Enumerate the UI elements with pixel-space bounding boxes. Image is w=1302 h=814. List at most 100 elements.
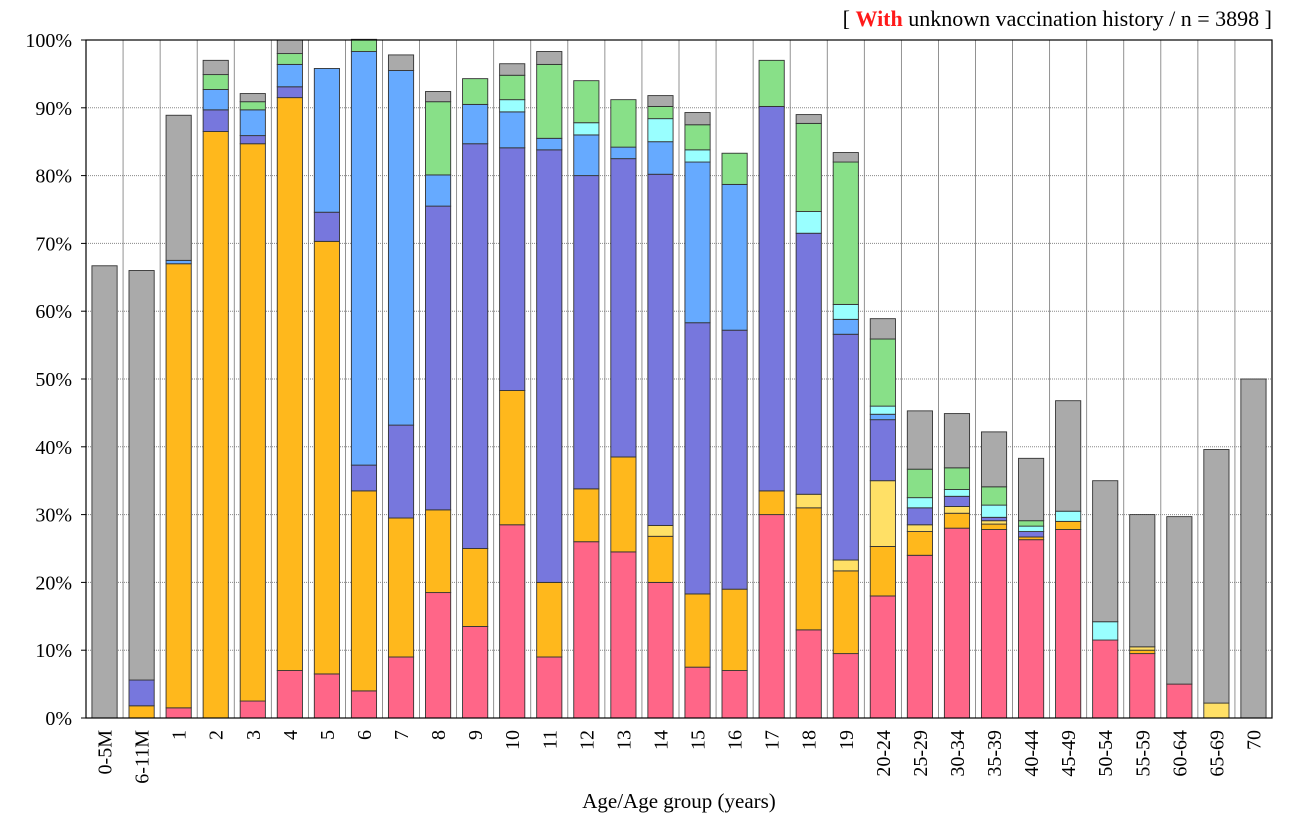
- bar-segment-15-s4: [684, 161, 711, 324]
- bar-segment-0-5M-s7: [91, 265, 118, 719]
- bar-segment-16-s1: [721, 588, 748, 671]
- bar-segment-15-s7: [684, 112, 711, 126]
- bar-segment-14-s3: [647, 173, 674, 526]
- bar-segment-17-s0: [758, 514, 785, 719]
- bar-segment-1-s4: [165, 259, 192, 265]
- bar-segment-5-s0: [313, 673, 340, 719]
- bar-segment-12-s4: [573, 134, 600, 177]
- bars: [91, 38, 1267, 719]
- bar-segment-50-54-s7: [1092, 480, 1119, 623]
- bar-segment-19-s7: [832, 152, 859, 163]
- x-tick-label: 6-11M: [132, 730, 154, 784]
- bar-segment-8-s6: [425, 101, 452, 176]
- bar-segment-35-39-s0: [980, 529, 1008, 719]
- x-tick-label: 12: [576, 730, 598, 750]
- bar-segment-4-s6: [276, 53, 303, 65]
- bar-segment-8-s0: [425, 592, 452, 719]
- bar-segment-35-39-s3: [980, 516, 1008, 522]
- bar-segment-35-39-s7: [980, 431, 1008, 488]
- x-tick-label: 3: [243, 730, 265, 740]
- bar-segment-7-s0: [387, 656, 415, 719]
- x-tick-label: 6: [354, 730, 376, 740]
- bar-segment-15-s0: [684, 666, 711, 719]
- bar-segment-30-34-s5: [943, 489, 971, 497]
- bar-segment-20-24-s0: [869, 595, 896, 719]
- bar-segment-6-s6: [350, 38, 378, 52]
- bar-segment-12-s5: [573, 122, 600, 136]
- bar-segment-25-29-s2: [906, 524, 933, 533]
- bar-segment-8-s4: [425, 174, 452, 207]
- bar-segment-45-49-s7: [1055, 400, 1082, 512]
- bar-segment-16-s6: [721, 152, 748, 185]
- bar-segment-3-s3: [239, 135, 266, 145]
- bar-segment-6-s0: [350, 690, 378, 719]
- bar-segment-45-49-s1: [1055, 520, 1082, 530]
- bar-segment-17-s3: [758, 105, 785, 492]
- y-tick-label: 10%: [35, 640, 72, 662]
- bar-segment-17-s1: [758, 490, 785, 516]
- bar-segment-2-s1: [202, 131, 229, 719]
- bar-segment-10-s3: [499, 147, 526, 391]
- bar-segment-6-11M-s3: [128, 679, 155, 707]
- bar-segment-45-49-s0: [1055, 529, 1082, 719]
- bar-segment-6-11M-s7: [128, 270, 155, 681]
- y-tick-label: 30%: [35, 505, 72, 527]
- bar-segment-19-s1: [832, 570, 859, 655]
- x-tick-label: 10: [502, 730, 524, 750]
- bar-segment-14-s7: [647, 95, 674, 107]
- bar-segment-16-s0: [721, 670, 748, 719]
- bar-segment-3-s1: [239, 143, 266, 702]
- bar-segment-11-s6: [536, 63, 563, 139]
- bar-segment-1-s0: [165, 707, 192, 719]
- bar-segment-18-s0: [795, 629, 822, 719]
- bar-segment-20-24-s4: [869, 413, 896, 421]
- bar-segment-16-s3: [721, 329, 748, 590]
- bar-segment-14-s1: [647, 535, 674, 583]
- bar-segment-10-s1: [499, 390, 526, 526]
- bar-segment-10-s6: [499, 74, 526, 101]
- bar-segment-65-69-s2: [1203, 702, 1230, 719]
- x-tick-label: 55-59: [1132, 730, 1154, 777]
- bar-segment-12-s3: [573, 175, 600, 490]
- x-axis-label: Age/Age group (years): [582, 789, 776, 813]
- bar-segment-45-49-s5: [1055, 510, 1082, 522]
- bar-segment-9-s4: [462, 103, 489, 145]
- bar-segment-9-s0: [462, 626, 489, 719]
- bar-segment-60-64-s7: [1166, 516, 1193, 685]
- bar-segment-5-s3: [313, 211, 340, 242]
- bar-segment-14-s5: [647, 118, 674, 143]
- bar-segment-25-29-s5: [906, 497, 933, 509]
- bar-segment-15-s3: [684, 322, 711, 595]
- bar-segment-50-54-s5: [1092, 621, 1119, 641]
- bar-segment-30-34-s7: [943, 413, 971, 469]
- bar-segment-40-44-s7: [1018, 457, 1045, 522]
- x-tick-label: 35-39: [984, 730, 1006, 777]
- x-tick-label: 18: [799, 730, 821, 750]
- x-tick-label: 1: [169, 730, 191, 740]
- bar-segment-2-s4: [202, 89, 229, 111]
- bar-segment-12-s6: [573, 80, 600, 124]
- bar-segment-14-s4: [647, 141, 674, 175]
- bar-segment-14-s2: [647, 524, 674, 537]
- x-tick-label: 65-69: [1206, 730, 1228, 777]
- bar-segment-60-64-s0: [1166, 683, 1193, 719]
- x-tick-label: 7: [391, 730, 413, 740]
- x-tick-label: 20-24: [873, 730, 895, 777]
- bar-segment-25-29-s6: [906, 468, 933, 499]
- x-tick-label: 40-44: [1021, 730, 1043, 777]
- bar-segment-12-s0: [573, 541, 600, 719]
- bar-segment-50-54-s0: [1092, 639, 1119, 719]
- bar-segment-30-34-s3: [943, 495, 971, 507]
- bar-segment-40-44-s3: [1018, 531, 1045, 538]
- bar-segment-18-s2: [795, 493, 822, 509]
- bar-segment-11-s1: [536, 581, 563, 658]
- y-tick-label: 90%: [35, 98, 72, 120]
- x-tick-label: 45-49: [1058, 730, 1080, 777]
- y-tick-label: 50%: [35, 369, 72, 391]
- x-tick-label: 4: [280, 730, 302, 740]
- bar-segment-15-s5: [684, 149, 711, 163]
- y-axis-ticks: 0% 10% 20% 30% 40% 50% 60% 70% 80% 90% 100%: [25, 30, 86, 730]
- x-tick-label: 25-29: [910, 730, 932, 777]
- y-tick-label: 80%: [35, 166, 72, 188]
- bar-segment-19-s2: [832, 559, 859, 572]
